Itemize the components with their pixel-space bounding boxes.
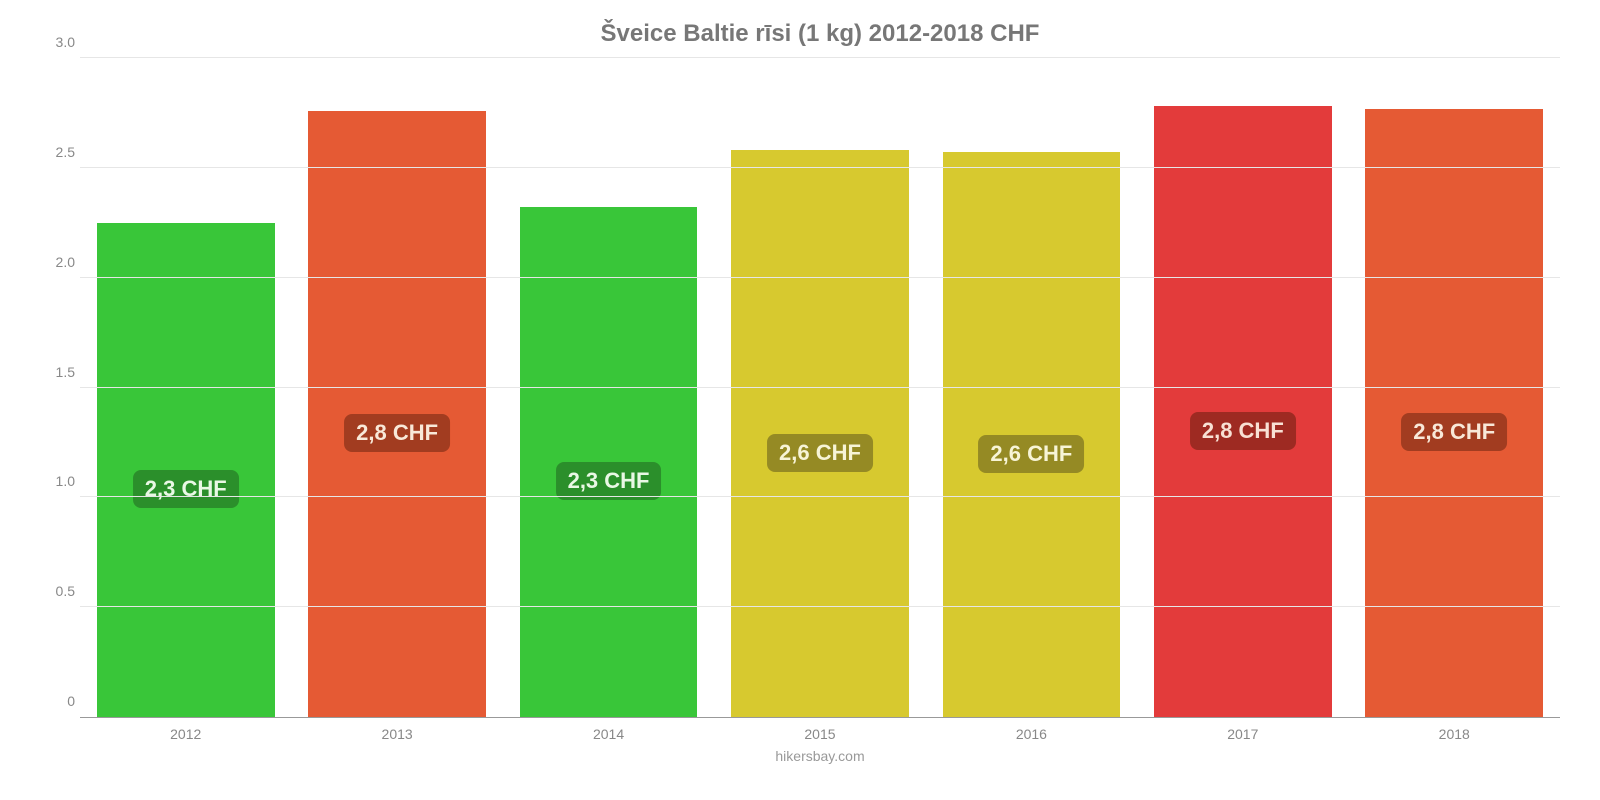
bar-slot: 2,3 CHF xyxy=(503,58,714,717)
gridline xyxy=(80,57,1560,58)
bar-slot: 2,3 CHF xyxy=(80,58,291,717)
bar-slot: 2,8 CHF xyxy=(1349,58,1560,717)
bar-value-badge: 2,8 CHF xyxy=(1401,413,1507,451)
gridline xyxy=(80,387,1560,388)
bar-value-badge: 2,3 CHF xyxy=(133,470,239,508)
gridline xyxy=(80,167,1560,168)
bar-value-badge: 2,6 CHF xyxy=(978,435,1084,473)
x-tick-label: 2017 xyxy=(1137,726,1348,742)
y-tick-label: 3.0 xyxy=(35,34,75,50)
bar: 2,6 CHF xyxy=(943,152,1121,717)
bar-slot: 2,8 CHF xyxy=(291,58,502,717)
x-tick-label: 2012 xyxy=(80,726,291,742)
chart-container: Šveice Baltie rīsi (1 kg) 2012-2018 CHF … xyxy=(0,0,1600,800)
gridline xyxy=(80,496,1560,497)
y-tick-label: 0.5 xyxy=(35,583,75,599)
bar: 2,8 CHF xyxy=(1365,109,1543,717)
x-tick-label: 2013 xyxy=(291,726,502,742)
bar: 2,8 CHF xyxy=(1154,106,1332,717)
bar: 2,3 CHF xyxy=(520,207,698,717)
chart-title: Šveice Baltie rīsi (1 kg) 2012-2018 CHF xyxy=(80,20,1560,48)
bar-value-badge: 2,3 CHF xyxy=(556,462,662,500)
x-tick-label: 2014 xyxy=(503,726,714,742)
x-tick-label: 2018 xyxy=(1349,726,1560,742)
x-tick-label: 2016 xyxy=(926,726,1137,742)
bar-value-badge: 2,8 CHF xyxy=(1190,412,1296,450)
x-axis-labels: 2012201320142015201620172018 xyxy=(80,726,1560,742)
bar-value-badge: 2,6 CHF xyxy=(767,434,873,472)
bar-value-badge: 2,8 CHF xyxy=(344,414,450,452)
bar-slot: 2,6 CHF xyxy=(926,58,1137,717)
bar: 2,6 CHF xyxy=(731,150,909,717)
bar-slot: 2,6 CHF xyxy=(714,58,925,717)
gridline xyxy=(80,606,1560,607)
y-tick-label: 0 xyxy=(35,693,75,709)
y-tick-label: 2.0 xyxy=(35,254,75,270)
x-tick-label: 2015 xyxy=(714,726,925,742)
y-tick-label: 1.5 xyxy=(35,364,75,380)
bar: 2,3 CHF xyxy=(97,223,275,717)
bars-row: 2,3 CHF 2,8 CHF 2,3 CHF 2,6 CHF 2,6 CHF 2,8 C… xyxy=(80,58,1560,717)
bar-slot: 2,8 CHF xyxy=(1137,58,1348,717)
y-tick-label: 1.0 xyxy=(35,473,75,489)
bar: 2,8 CHF xyxy=(308,111,486,717)
y-tick-label: 2.5 xyxy=(35,144,75,160)
gridline xyxy=(80,277,1560,278)
plot-area: 2,3 CHF 2,8 CHF 2,3 CHF 2,6 CHF 2,6 CHF 2,8 C… xyxy=(80,58,1560,718)
source-label: hikersbay.com xyxy=(80,748,1560,764)
